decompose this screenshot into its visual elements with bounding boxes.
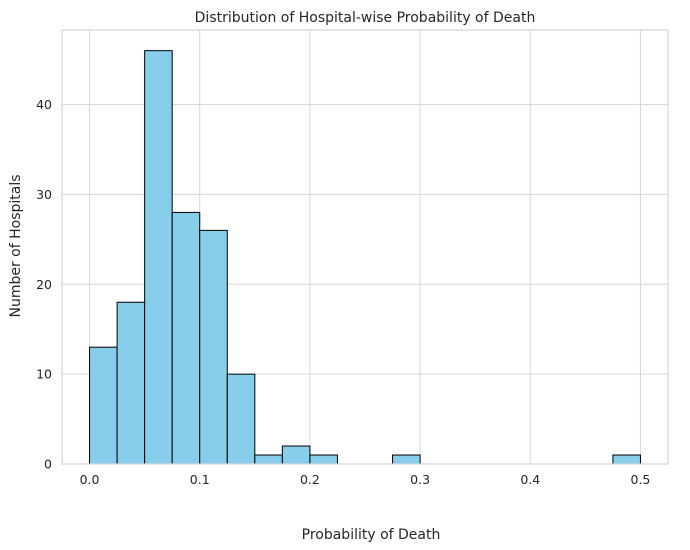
histogram-bar — [144, 50, 173, 465]
histogram-bar — [89, 346, 118, 465]
x-tick-labels: 0.0 0.1 0.2 0.3 0.4 0.5 — [80, 472, 651, 487]
histogram-bar — [281, 445, 311, 465]
y-tick-label: 0 — [44, 457, 52, 472]
x-tick-label: 0.4 — [520, 472, 540, 487]
chart-title: Distribution of Hospital-wise Probabilit… — [195, 10, 536, 26]
histogram-bars — [89, 50, 641, 465]
histogram-bar — [116, 301, 146, 465]
x-tick-label: 0.1 — [190, 472, 210, 487]
y-tick-label: 40 — [36, 97, 52, 112]
histogram-bar — [199, 229, 228, 465]
y-tick-label: 30 — [36, 187, 52, 202]
histogram-bar — [254, 454, 283, 465]
x-tick-label: 0.0 — [80, 472, 100, 487]
histogram-bar — [226, 373, 256, 465]
histogram-bar — [392, 454, 421, 465]
x-tick-label: 0.3 — [410, 472, 430, 487]
x-tick-label: 0.5 — [631, 472, 651, 487]
histogram-bar — [612, 454, 641, 465]
plot-frame — [61, 29, 669, 465]
y-tick-labels: 0 10 20 30 40 — [36, 97, 52, 471]
histogram-bar — [171, 211, 201, 465]
histogram-bar — [309, 454, 338, 465]
y-tick-label: 20 — [36, 277, 52, 292]
x-tick-label: 0.2 — [300, 472, 320, 487]
y-tick-label: 10 — [36, 367, 52, 382]
y-axis-label: Number of Hospitals — [8, 174, 24, 317]
x-axis-label: Probability of Death — [302, 527, 441, 543]
